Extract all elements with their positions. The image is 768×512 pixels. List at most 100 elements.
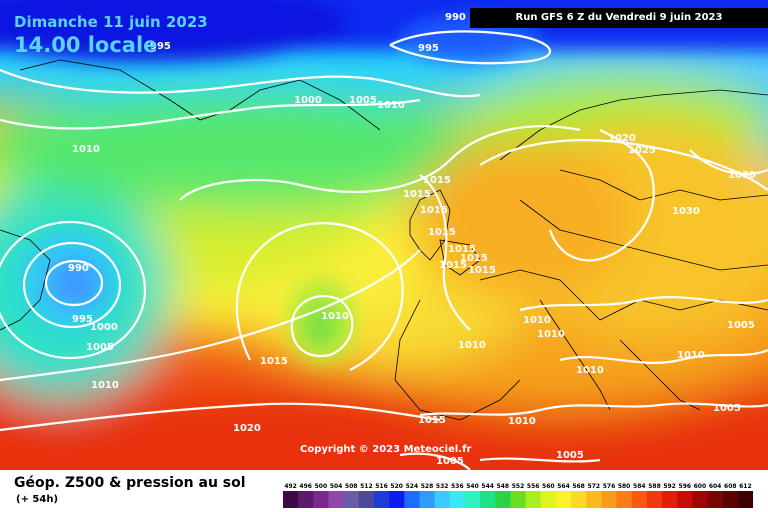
legend-swatch [343,491,360,508]
legend-tick-label: 536 [451,483,464,490]
isobar-label: 1000 [90,322,118,333]
legend-tick-label: 552 [512,483,525,490]
legend-swatch [510,491,526,508]
legend-tick-label: 600 [694,483,707,490]
legend-swatch [631,491,648,508]
forecast-lead-time: (+ 54h) [16,494,59,505]
isobar-label: 1005 [86,342,114,353]
isobar-label: 1010 [677,350,705,361]
legend-swatch [404,491,420,508]
legend-tick-label: 544 [481,483,494,490]
legend-swatch [358,491,375,508]
model-run-banner: Run GFS 6 Z du Vendredi 9 juin 2023 [470,8,768,28]
isobar-label: 1000 [294,95,322,106]
legend-tick-label: 564 [557,483,570,490]
isobar-label: 1010 [91,380,119,391]
forecast-time: 14.00 locale [14,33,158,57]
legend-tick-label: 528 [421,483,434,490]
isobar-label: 1015 [468,265,496,276]
isobar-label: 1005 [727,320,755,331]
legend-tick-label: 492 [284,483,297,490]
legend-tick-label: 500 [315,483,328,490]
legend-swatch [495,491,511,508]
legend-swatch [449,491,466,508]
isobar-label: 995 [418,43,439,54]
legend-swatch [646,491,663,508]
legend-tick-label: 592 [663,483,676,490]
isobar-label: 1005 [436,456,464,467]
isobar-label: 1015 [439,260,467,271]
legend-tick-label: 548 [497,483,510,490]
legend-tick-label: 580 [618,483,631,490]
isobar-label: 1015 [420,205,448,216]
legend-tick-label: 560 [542,483,555,490]
legend-tick-label: 604 [709,483,722,490]
legend-swatch [737,491,753,508]
legend-swatch [464,491,481,508]
isobar-label: 1015 [428,227,456,238]
legend-swatch [389,491,405,508]
legend-tick-label: 568 [572,483,585,490]
isobar-label: 1015 [418,415,446,426]
legend-tick-label: 496 [299,483,312,490]
isobar-label: 1010 [508,416,536,427]
isobar-label: 1005 [556,450,584,461]
legend-tick-label: 584 [633,483,646,490]
isobar-label: 1015 [423,175,451,186]
isobar-label: 1015 [403,189,431,200]
isobar-label: 990 [68,263,89,274]
copyright-text: Copyright © 2023 Meteociel.fr [300,444,472,455]
isobar-label: 995 [72,314,93,325]
isobar-label: 1020 [608,133,636,144]
legend-tick-label: 520 [390,483,403,490]
isobar-label: 1025 [628,145,656,156]
isobar-label: 1030 [728,170,756,181]
isobars [0,30,768,470]
legend-swatch [555,491,572,508]
legend-tick-label: 524 [406,483,419,490]
legend-tick-label: 596 [679,483,692,490]
legend-swatch [707,491,724,508]
isobar-label: 990 [445,12,466,23]
isobar-label: 1005 [713,403,741,414]
z500-color-field [0,0,768,470]
map-title: Géop. Z500 & pression au sol [14,475,246,491]
isobar-label: 1010 [458,340,486,351]
legend-swatch [480,491,496,508]
legend-swatch [692,491,708,508]
legend-tick-label: 576 [603,483,616,490]
legend-swatch [586,491,602,508]
legend-swatch [571,491,587,508]
legend-swatch [677,491,693,508]
isobar-label: 1015 [448,244,476,255]
legend-swatch [283,491,299,508]
legend-swatch [525,491,542,508]
legend-tick-label: 508 [345,483,358,490]
isobar-label: 1015 [460,253,488,264]
isobar-label: 1010 [321,311,349,322]
legend-swatch [374,491,390,508]
legend-swatch [419,491,436,508]
legend-swatch [328,491,345,508]
legend-tick-label: 540 [466,483,479,490]
isobar-label: 1030 [672,206,700,217]
legend-tick-label: 512 [360,483,373,490]
legend-swatch [601,491,617,508]
legend-tick-label: 612 [739,483,752,490]
legend-tick-label: 516 [375,483,388,490]
legend-swatch [616,491,633,508]
legend-tick-label: 532 [436,483,449,490]
legend-tick-label: 504 [330,483,343,490]
forecast-date: Dimanche 11 juin 2023 [14,13,208,31]
isobar-label: 1010 [523,315,551,326]
isobar-label: 1010 [537,329,565,340]
legend-tick-label: 608 [724,483,737,490]
legend-swatch [298,491,314,508]
legend-tick-label: 572 [588,483,601,490]
legend-swatch [434,491,451,508]
isobar-label: 1020 [233,423,261,434]
geopotential-map: 990 995 995 1000 1005 1010 1010 1015 101… [0,0,768,470]
legend-swatch [722,491,739,508]
isobar-label: 1010 [576,365,604,376]
color-scale-legend: 492 496 500 504 508 512 516 520 524 528 532 536 540 5… [283,483,753,508]
